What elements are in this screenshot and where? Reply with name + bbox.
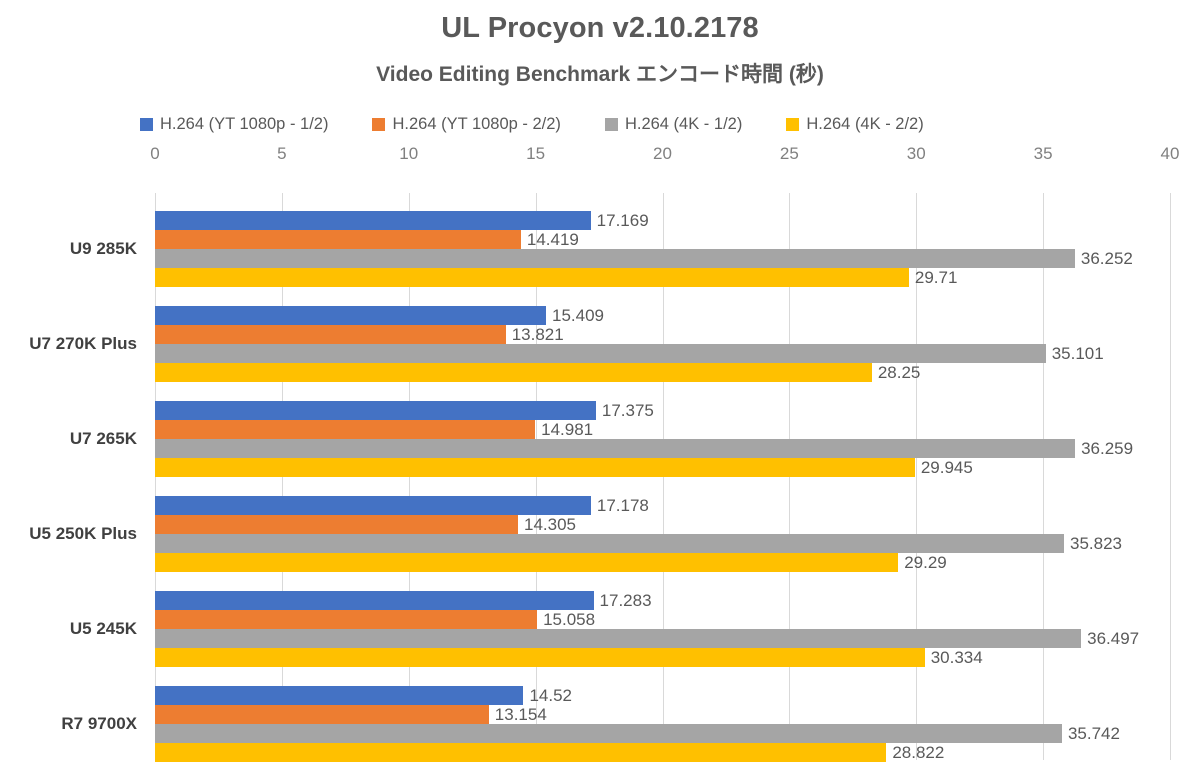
bar-value-label: 14.981 <box>541 419 594 439</box>
bar-3-4[interactable] <box>155 458 915 477</box>
bar-6-3[interactable] <box>155 724 1062 743</box>
x-axis-tick-labels: 0 5 10 15 20 25 30 35 40 <box>0 144 1200 168</box>
legend-item-4[interactable]: H.264 (4K - 2/2) <box>786 114 924 134</box>
bar-value-label: 28.25 <box>877 362 921 382</box>
legend-item-1[interactable]: H.264 (YT 1080p - 1/2) <box>140 115 328 134</box>
bar-2-3[interactable] <box>155 344 1046 363</box>
bar-2-4[interactable] <box>155 363 872 382</box>
bar-value-label: 30.334 <box>930 647 983 667</box>
bar-value-label: 17.169 <box>596 210 649 230</box>
gridline <box>1043 193 1045 760</box>
gridline <box>916 193 918 760</box>
bar-value-label: 36.252 <box>1080 248 1133 268</box>
bar-6-2[interactable] <box>155 705 489 724</box>
chart-subtitle: Video Editing Benchmark エンコード時間 (秒) <box>376 63 824 86</box>
category-label-6: R7 9700X <box>61 714 137 733</box>
bar-4-4[interactable] <box>155 553 899 572</box>
bar-value-label: 13.821 <box>511 324 564 344</box>
bar-value-label: 35.742 <box>1067 723 1120 743</box>
bar-value-label: 29.945 <box>920 457 973 477</box>
bar-value-label: 13.154 <box>494 704 547 724</box>
bar-value-label: 14.52 <box>529 685 572 705</box>
legend-item-label: H.264 (YT 1080p - 1/2) <box>160 114 329 133</box>
bar-4-3[interactable] <box>155 534 1064 553</box>
bar-5-4[interactable] <box>155 648 925 667</box>
x-tick-label: 0 <box>150 144 160 163</box>
x-tick-label: 15 <box>526 144 546 163</box>
x-tick-label: 10 <box>399 144 419 163</box>
bar-1-2[interactable] <box>155 230 521 249</box>
bar-value-label: 15.058 <box>543 609 596 629</box>
gridline <box>1170 193 1171 760</box>
bar-value-label: 17.283 <box>599 590 652 610</box>
bar-value-label: 14.305 <box>523 514 576 534</box>
bar-1-4[interactable] <box>155 268 909 287</box>
bar-value-label: 35.101 <box>1051 343 1104 363</box>
plot-area: 17.169 14.419 36.252 29.71 15.409 13.821 35.10… <box>155 193 1171 762</box>
bar-1-3[interactable] <box>155 249 1075 268</box>
bar-5-2[interactable] <box>155 610 538 629</box>
legend-item-label: H.264 (4K - 1/2) <box>624 114 743 133</box>
bar-5-3[interactable] <box>155 629 1082 648</box>
legend-item-label: H.264 (4K - 2/2) <box>806 114 924 133</box>
bar-value-label: 29.29 <box>904 552 947 572</box>
bar-value-label: 28.822 <box>892 742 945 762</box>
bar-5-1[interactable] <box>155 591 594 610</box>
bar-6-1[interactable] <box>155 686 524 705</box>
bar-2-1[interactable] <box>155 306 546 325</box>
x-tick-label: 20 <box>653 144 672 163</box>
bar-1-1[interactable] <box>155 211 591 230</box>
bar-4-2[interactable] <box>155 515 518 534</box>
bar-value-label: 15.409 <box>552 305 604 325</box>
bar-value-label: 36.497 <box>1087 628 1140 648</box>
legend-item-label: H.264 (YT 1080p - 2/2) <box>392 114 561 133</box>
x-tick-label: 25 <box>779 144 799 163</box>
x-tick-label: 35 <box>1033 144 1053 163</box>
bar-value-label: 17.178 <box>596 495 649 515</box>
bar-value-label: 14.419 <box>526 229 579 249</box>
legend-item-2[interactable]: H.264 (YT 1080p - 2/2) <box>372 114 561 134</box>
legend-swatch-icon <box>372 117 386 131</box>
category-label-4: U5 250K Plus <box>29 524 137 543</box>
legend-item-3[interactable]: H.264 (4K - 1/2) <box>604 114 743 134</box>
bar-value-label: 35.823 <box>1070 533 1122 553</box>
category-label-1: U9 285K <box>69 239 137 258</box>
x-tick-label: 30 <box>906 144 926 163</box>
bar-3-1[interactable] <box>155 401 596 420</box>
chart-legend: H.264 (YT 1080p - 1/2) H.264 (YT 1080p - … <box>140 112 1140 136</box>
bar-3-2[interactable] <box>155 420 536 439</box>
x-tick-label: 40 <box>1160 144 1180 163</box>
bar-value-label: 36.259 <box>1081 438 1134 458</box>
bar-3-3[interactable] <box>155 439 1076 458</box>
legend-swatch-icon <box>786 117 800 131</box>
x-tick-label: 5 <box>277 144 287 163</box>
category-label-5: U5 245K <box>69 619 137 638</box>
category-label-3: U7 265K <box>69 429 137 448</box>
category-label-2: U7 270K Plus <box>29 334 137 353</box>
chart-title: UL Procyon v2.10.2178 <box>441 12 759 44</box>
bar-value-label: 17.375 <box>601 400 654 420</box>
legend-swatch-icon <box>604 117 618 131</box>
bar-6-4[interactable] <box>155 743 887 762</box>
bar-2-2[interactable] <box>155 325 506 344</box>
legend-swatch-icon <box>140 117 153 131</box>
bar-value-label: 29.71 <box>914 267 958 287</box>
bar-4-1[interactable] <box>155 496 591 515</box>
